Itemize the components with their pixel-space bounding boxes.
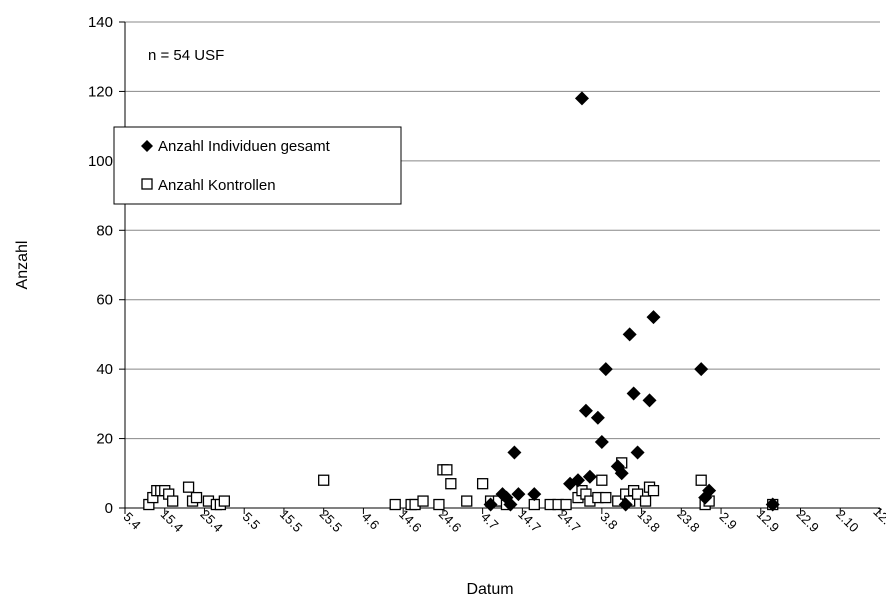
- y-ticks: 0 20 40 60 80 100 120 140: [88, 14, 125, 517]
- x-tick-label: 2.10: [833, 507, 862, 536]
- legend-box: [113, 126, 402, 205]
- kontrollen-point: [695, 474, 707, 486]
- kontrollen-point: [167, 495, 179, 507]
- individuen-point: [582, 469, 597, 484]
- x-tick-label: 4.7: [478, 509, 501, 532]
- x-tick-label: 5.4: [120, 509, 143, 532]
- individuen-point: [626, 386, 641, 401]
- x-tick-label: 14.6: [396, 507, 425, 536]
- data-points: [143, 91, 780, 512]
- y-tick-label: 60: [96, 292, 113, 309]
- x-tick-label: 25.5: [317, 507, 346, 536]
- individuen-point: [702, 483, 717, 498]
- individuen-point: [571, 473, 585, 488]
- kontrollen-point: [441, 464, 453, 476]
- kontrollen-point: [560, 498, 572, 511]
- x-tick-label: 14.7: [515, 507, 544, 536]
- individuen-point: [574, 91, 589, 106]
- kontrollen-point: [639, 495, 652, 507]
- kontrollen-point: [318, 474, 330, 486]
- kontrollen-point: [647, 484, 660, 497]
- x-axis-title: Datum: [466, 581, 513, 598]
- y-tick-label: 140: [88, 14, 113, 31]
- x-tick-label: 3.8: [597, 509, 620, 532]
- individuen-point: [630, 445, 645, 460]
- y-tick-label: 20: [96, 431, 113, 448]
- x-tick-label: 24.7: [555, 507, 584, 536]
- kontrollen-point: [476, 478, 489, 490]
- x-tick-label: 23.8: [674, 507, 703, 536]
- kontrollen-point: [445, 478, 457, 490]
- individuen-point: [527, 487, 542, 502]
- kontrollen-point: [190, 491, 203, 504]
- y-tick-label: 40: [96, 361, 113, 378]
- individuen-point: [646, 310, 661, 325]
- individuen-point: [511, 487, 526, 502]
- y-axis-title: Anzahl: [14, 241, 31, 290]
- x-tick-label: 4.6: [359, 509, 382, 532]
- x-tick-label: 25.4: [197, 507, 226, 536]
- kontrollen-point: [596, 474, 608, 486]
- individuen-point: [765, 497, 780, 512]
- x-tick-label: 12.9: [754, 507, 783, 536]
- x-tick-label: 15.5: [277, 507, 306, 536]
- sample-size-note: n = 54 USF: [148, 47, 224, 64]
- legend: Anzahl Individuen gesamt Anzahl Kontroll…: [113, 126, 402, 205]
- y-tick-label: 0: [105, 500, 113, 517]
- kontrollen-point: [433, 498, 445, 511]
- individuen-point: [483, 497, 498, 512]
- x-tick-label: 24.6: [436, 507, 465, 536]
- y-tick-label: 120: [88, 83, 113, 100]
- individuen-point: [503, 497, 518, 512]
- axes: [124, 22, 880, 509]
- x-tick-label: 2.9: [717, 509, 740, 532]
- x-tick-label: 12.10: [870, 504, 886, 538]
- individuen-point: [578, 403, 593, 418]
- individuen-point: [507, 445, 522, 460]
- x-tick-label: 22.9: [793, 507, 822, 536]
- individuen-point: [598, 362, 613, 377]
- individuen-point: [594, 435, 609, 450]
- gridlines: [125, 21, 880, 440]
- individuen-point: [618, 497, 633, 512]
- y-tick-label: 100: [88, 153, 113, 170]
- individuen-point: [622, 327, 637, 342]
- kontrollen-point: [182, 481, 195, 493]
- x-tick-label: 5.5: [240, 509, 263, 532]
- kontrollen-point: [631, 488, 644, 500]
- legend-marker-diamond-icon: [141, 140, 153, 152]
- individuen-point: [642, 393, 657, 408]
- legend-label-individuen: Anzahl Individuen gesamt: [158, 138, 331, 155]
- individuen-point: [694, 362, 709, 377]
- y-tick-label: 80: [96, 222, 113, 239]
- x-tick-label: 15.4: [158, 507, 187, 536]
- x-tick-label: 13.8: [635, 507, 664, 536]
- individuen-point: [590, 410, 605, 425]
- kontrollen-point: [218, 495, 230, 507]
- kontrollen-point: [389, 498, 401, 511]
- legend-label-kontrollen: Anzahl Kontrollen: [158, 177, 276, 194]
- kontrollen-point: [600, 491, 612, 504]
- legend-marker-square-icon: [141, 178, 153, 190]
- kontrollen-point: [461, 495, 473, 507]
- kontrollen-point: [417, 495, 429, 507]
- individuen-point: [614, 466, 629, 481]
